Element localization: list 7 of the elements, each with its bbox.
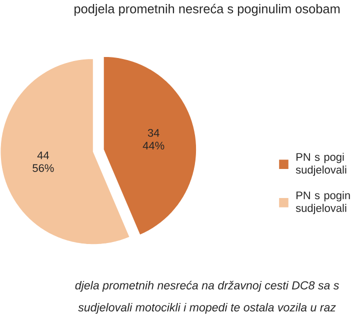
text: djela prometnih nesreća na državnoj cesti DC8 sa s <box>75 281 339 292</box>
data-label: 34 44% <box>142 129 164 150</box>
text: sudjelovali motocikli i mopedi te ostala vozila u raz <box>78 303 336 314</box>
chart-title: podjela prometnih nesreća s poginulim osobam <box>74 4 340 16</box>
legend-label: PN s pogin sudjelovali <box>296 191 350 214</box>
data-label: 44 56% <box>32 152 54 172</box>
legend-label: PN s pogi sudjelovali <box>296 153 346 176</box>
